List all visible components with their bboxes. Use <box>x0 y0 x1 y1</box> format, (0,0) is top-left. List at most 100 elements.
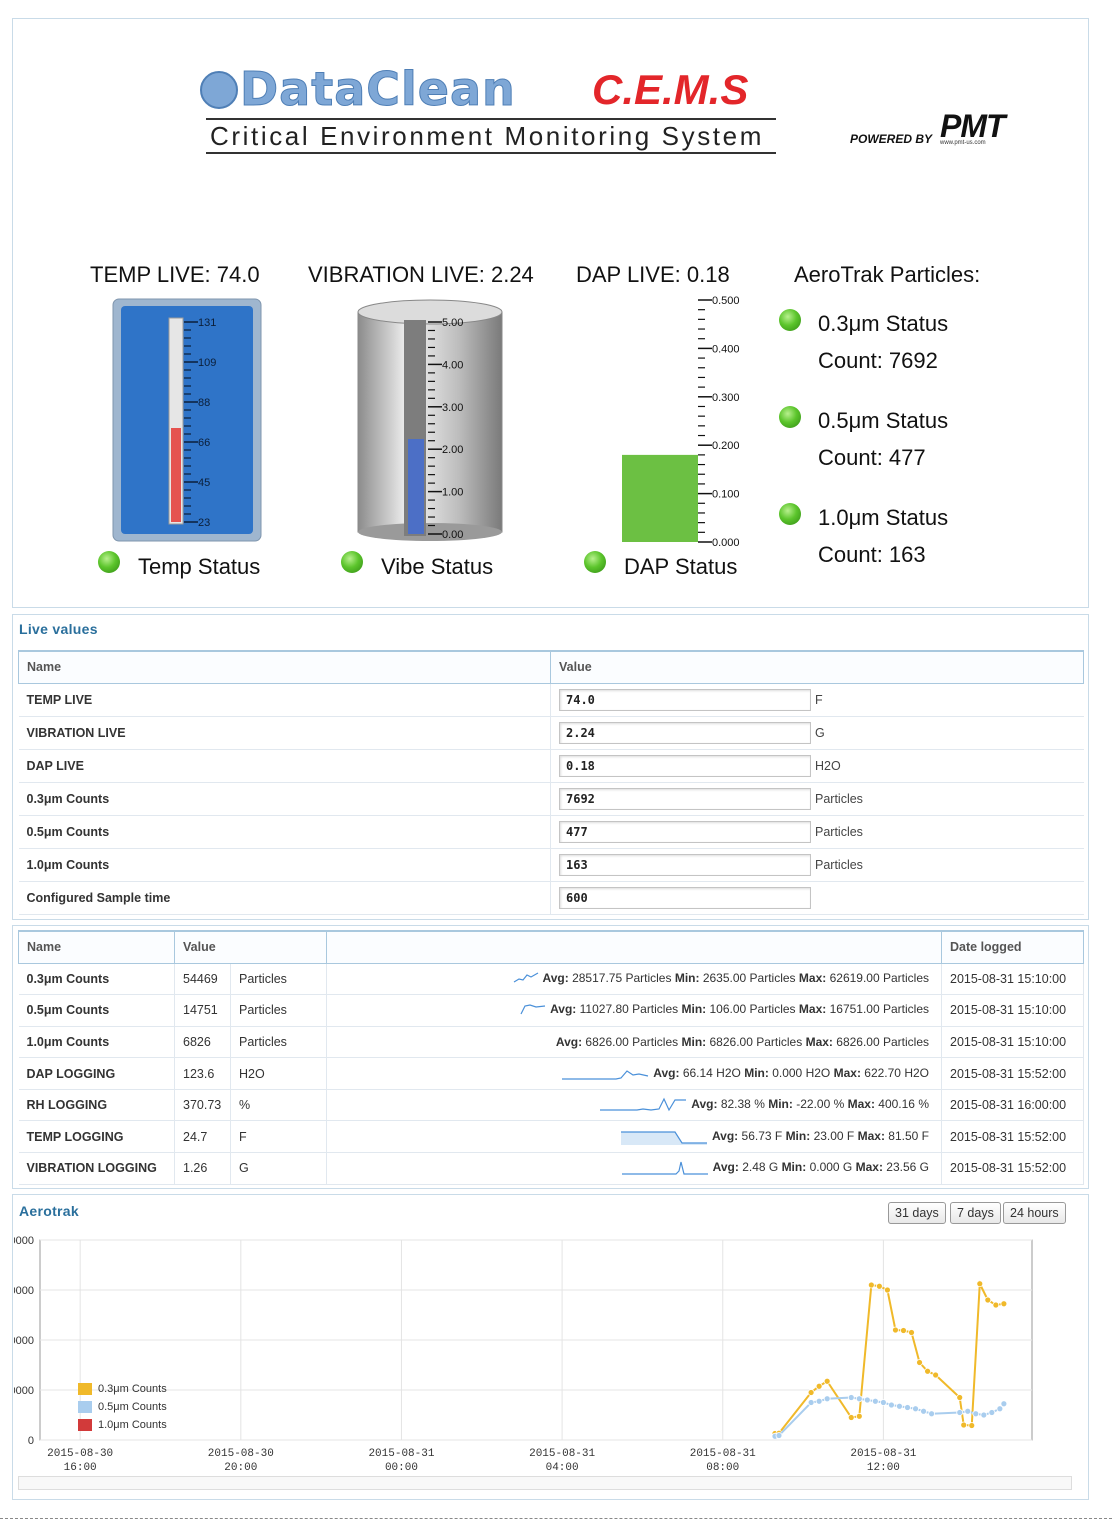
series-point-0[interactable] <box>875 1282 883 1290</box>
series-point-0[interactable] <box>924 1367 931 1375</box>
series-point-0[interactable] <box>960 1421 968 1429</box>
live-value-field[interactable]: 2.24 <box>559 721 811 744</box>
y-tick-label: 0 <box>28 1435 34 1447</box>
series-point-0[interactable] <box>815 1382 823 1390</box>
series-point-1[interactable] <box>920 1407 927 1415</box>
live-row-unit: Particles <box>815 824 863 839</box>
series-point-0[interactable] <box>976 1280 984 1288</box>
max-value: 62619.00 Particles <box>829 970 929 985</box>
live-row-name: DAP LIVE <box>18 749 551 783</box>
log-row-name: TEMP LOGGING <box>18 1120 175 1154</box>
chart-scrollbar[interactable] <box>18 1476 1072 1490</box>
gauge-tick-label: 0.200 <box>712 440 740 452</box>
log-row-date: 2015-08-31 15:10:00 <box>941 1026 1084 1059</box>
live-row-value-cell: 477 Particles <box>550 815 1084 849</box>
series-point-1[interactable] <box>1000 1400 1008 1408</box>
max-label: Max: <box>855 1160 883 1175</box>
max-value: 81.50 F <box>888 1128 929 1143</box>
aerotrak-particles-title: AeroTrak Particles: <box>794 262 981 287</box>
gauge-tick-label: 45 <box>198 477 210 489</box>
live-row-unit: H2O <box>815 758 841 773</box>
series-point-1[interactable] <box>896 1402 903 1410</box>
min-label: Min: <box>674 970 700 985</box>
series-point-0[interactable] <box>807 1389 815 1396</box>
max-label: Max: <box>857 1128 885 1143</box>
series-point-1[interactable] <box>847 1394 855 1401</box>
series-point-0[interactable] <box>916 1359 923 1366</box>
log-row-date: 2015-08-31 15:52:00 <box>941 1120 1084 1154</box>
series-point-1[interactable] <box>815 1397 823 1405</box>
x-tick-label: 2015-08-30 <box>208 1448 274 1460</box>
legend-item-10[interactable]: 1.0μm Counts <box>78 1416 167 1434</box>
avg-value: 56.73 F <box>741 1128 783 1143</box>
log-row-value: 370.73 <box>174 1089 231 1122</box>
series-point-1[interactable] <box>880 1399 887 1406</box>
gauge-tick-label: 0.500 <box>712 295 740 307</box>
series-point-1[interactable] <box>904 1404 911 1411</box>
series-point-1[interactable] <box>775 1432 783 1439</box>
max-value: 6826.00 Particles <box>836 1034 929 1049</box>
series-point-0[interactable] <box>932 1371 940 1379</box>
live-row-name: VIBRATION LIVE <box>18 716 551 750</box>
series-point-1[interactable] <box>956 1409 964 1416</box>
legend-swatch-10 <box>78 1419 92 1432</box>
series-point-1[interactable] <box>980 1411 988 1419</box>
live-value-field[interactable]: 74.0 <box>559 688 811 711</box>
series-point-1[interactable] <box>807 1399 815 1406</box>
series-point-0[interactable] <box>855 1412 863 1420</box>
logging-table: Name Value Date logged 0.3μm Counts 5446… <box>18 930 1084 1185</box>
series-point-0[interactable] <box>900 1327 907 1334</box>
live-value-field[interactable]: 477 <box>559 820 811 843</box>
series-point-0[interactable] <box>908 1329 915 1336</box>
series-point-1[interactable] <box>972 1410 980 1418</box>
legend-item-05[interactable]: 0.5μm Counts <box>78 1398 167 1416</box>
series-point-1[interactable] <box>863 1396 871 1404</box>
legend-item-03[interactable]: 0.3μm Counts <box>78 1380 167 1398</box>
series-point-0[interactable] <box>1000 1300 1008 1308</box>
series-point-1[interactable] <box>928 1410 935 1418</box>
live-values-row: VIBRATION LIVE 2.24 G <box>18 716 1084 750</box>
series-point-0[interactable] <box>892 1326 899 1334</box>
min-label: Min: <box>785 1128 811 1143</box>
live-values-body: TEMP LIVE 74.0 F VIBRATION LIVE 2.24 G DAP L… <box>18 683 1084 915</box>
series-point-1[interactable] <box>855 1395 863 1403</box>
temp-gauge: 131 109 88 66 45 23 <box>112 298 262 542</box>
series-point-0[interactable] <box>956 1394 964 1401</box>
series-point-1[interactable] <box>912 1405 919 1413</box>
dataclean-logo: DataClean <box>200 62 516 117</box>
live-value-field[interactable]: 0.18 <box>559 754 811 777</box>
series-point-1[interactable] <box>871 1397 879 1405</box>
series-point-0[interactable] <box>884 1286 891 1294</box>
y-tick-label: 60000 <box>14 1285 34 1297</box>
log-row-unit: % <box>230 1089 327 1122</box>
series-point-0[interactable] <box>847 1414 855 1421</box>
series-point-0[interactable] <box>823 1377 831 1385</box>
live-value-field[interactable]: 7692 <box>559 787 811 810</box>
log-col-value: Value <box>174 930 327 964</box>
dap-scale: 0.500 0.400 0.300 0.200 0.100 0.000 <box>698 295 740 549</box>
sparkline <box>600 1097 687 1112</box>
log-col-date: Date logged <box>941 930 1084 964</box>
series-point-0[interactable] <box>867 1281 875 1289</box>
range-7-days-button[interactable]: 7 days <box>950 1202 1001 1224</box>
series-point-1[interactable] <box>964 1407 972 1415</box>
series-point-0[interactable] <box>992 1301 1000 1309</box>
series-point-0[interactable] <box>968 1422 976 1429</box>
log-row-summary: Avg: 6826.00 Particles Min: 6826.00 Part… <box>326 1026 943 1059</box>
range-24-hours-button[interactable]: 24 hours <box>1003 1202 1066 1224</box>
range-31-days-button[interactable]: 31 days <box>888 1202 946 1224</box>
series-point-1[interactable] <box>996 1405 1004 1413</box>
log-row-value: 24.7 <box>174 1120 231 1154</box>
avg-value: 6826.00 Particles <box>585 1034 679 1049</box>
series-point-0[interactable] <box>984 1296 992 1304</box>
pmt-url: www.pmt-us.com <box>940 140 986 146</box>
series-point-1[interactable] <box>988 1409 996 1416</box>
logging-row: VIBRATION LOGGING 1.26 G Avg: 2.48 G Min… <box>18 1152 1084 1185</box>
dap-live-title: DAP LIVE: 0.18 <box>576 262 730 287</box>
live-value-field[interactable]: 600 <box>559 886 811 909</box>
series-point-1[interactable] <box>888 1401 895 1409</box>
series-point-1[interactable] <box>823 1395 831 1403</box>
live-value-field[interactable]: 163 <box>559 853 811 876</box>
legend-swatch-03 <box>78 1383 92 1396</box>
sparkline <box>562 1069 649 1080</box>
